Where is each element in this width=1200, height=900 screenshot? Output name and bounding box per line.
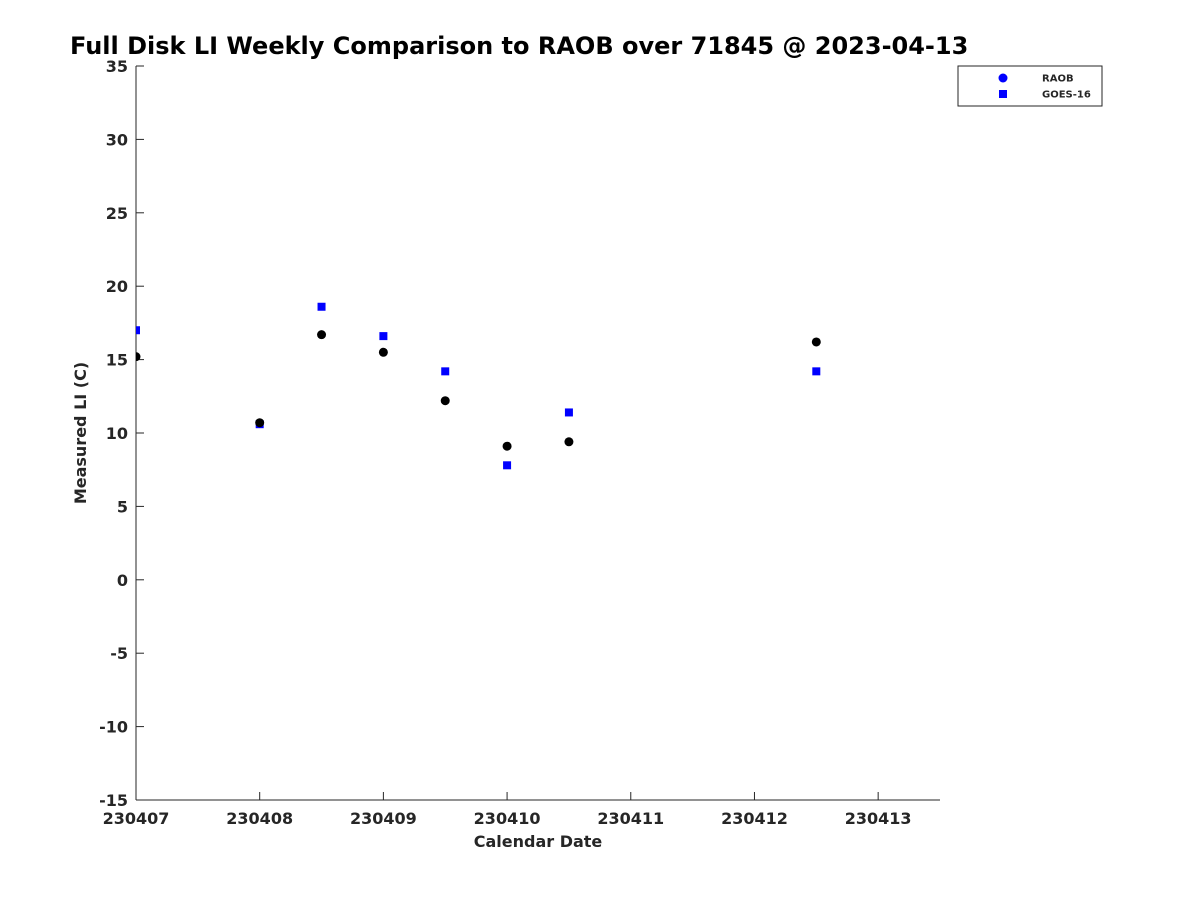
raob-point: [317, 330, 327, 340]
y-tick-label: -10: [99, 718, 128, 737]
legend-label-raob: RAOB: [1042, 74, 1074, 85]
data-points: [136, 302, 821, 470]
goes16-point: [812, 367, 821, 376]
goes16-point: [379, 332, 388, 341]
x-ticks: 230407 230408 230409 230410 230411 230412 2304…: [103, 792, 912, 828]
y-ticks: -15 -10 -5 0 5 10 15 20 25 30 35: [99, 57, 144, 810]
goes16-point: [136, 326, 140, 335]
legend-marker-goes16: [999, 90, 1007, 98]
y-tick-label: 0: [117, 571, 128, 590]
legend: RAOB GOES-16: [957, 65, 1103, 107]
x-tick-label: 230408: [226, 809, 293, 828]
chart-title: Full Disk LI Weekly Comparison to RAOB o…: [70, 32, 968, 60]
axes: [135, 66, 940, 801]
raob-point: [378, 347, 388, 357]
y-tick-label: 35: [106, 57, 128, 76]
goes16-point: [564, 408, 573, 417]
goes16-point: [317, 302, 326, 311]
y-tick-label: -15: [99, 791, 128, 810]
x-tick-label: 230413: [845, 809, 912, 828]
y-tick-label: 10: [106, 424, 128, 443]
y-tick-label: 30: [106, 130, 128, 149]
goes16-point: [503, 461, 512, 470]
x-tick-label: 230411: [597, 809, 664, 828]
raob-point: [136, 352, 141, 362]
raob-point: [502, 441, 512, 451]
legend-marker-raob: [998, 73, 1008, 83]
legend-label-goes16: GOES-16: [1042, 90, 1091, 101]
raob-point: [564, 437, 574, 447]
legend-box: [957, 65, 1103, 107]
y-tick-label: 25: [106, 204, 128, 223]
x-axis-label: Calendar Date: [474, 832, 603, 851]
x-tick-label: 230409: [350, 809, 417, 828]
raob-point: [811, 337, 821, 347]
y-tick-label: -5: [110, 644, 128, 663]
x-tick-label: 230410: [474, 809, 541, 828]
raob-point: [440, 396, 450, 406]
goes16-point: [441, 367, 450, 376]
x-tick-label: 230407: [103, 809, 170, 828]
x-tick-label: 230412: [721, 809, 788, 828]
y-tick-label: 20: [106, 277, 128, 296]
y-tick-label: 15: [106, 351, 128, 370]
y-tick-label: 5: [117, 497, 128, 516]
raob-point: [255, 418, 265, 428]
y-axis-label: Measured LI (C): [71, 362, 90, 504]
